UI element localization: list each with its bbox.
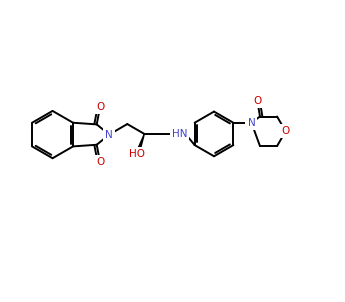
- Text: O: O: [282, 126, 290, 136]
- Text: HO: HO: [129, 149, 145, 159]
- Text: N: N: [105, 130, 113, 140]
- Text: O: O: [96, 157, 104, 167]
- Polygon shape: [137, 134, 144, 152]
- Text: HN: HN: [172, 129, 187, 139]
- Text: N: N: [248, 118, 255, 128]
- Text: O: O: [96, 102, 104, 112]
- Text: O: O: [253, 96, 262, 106]
